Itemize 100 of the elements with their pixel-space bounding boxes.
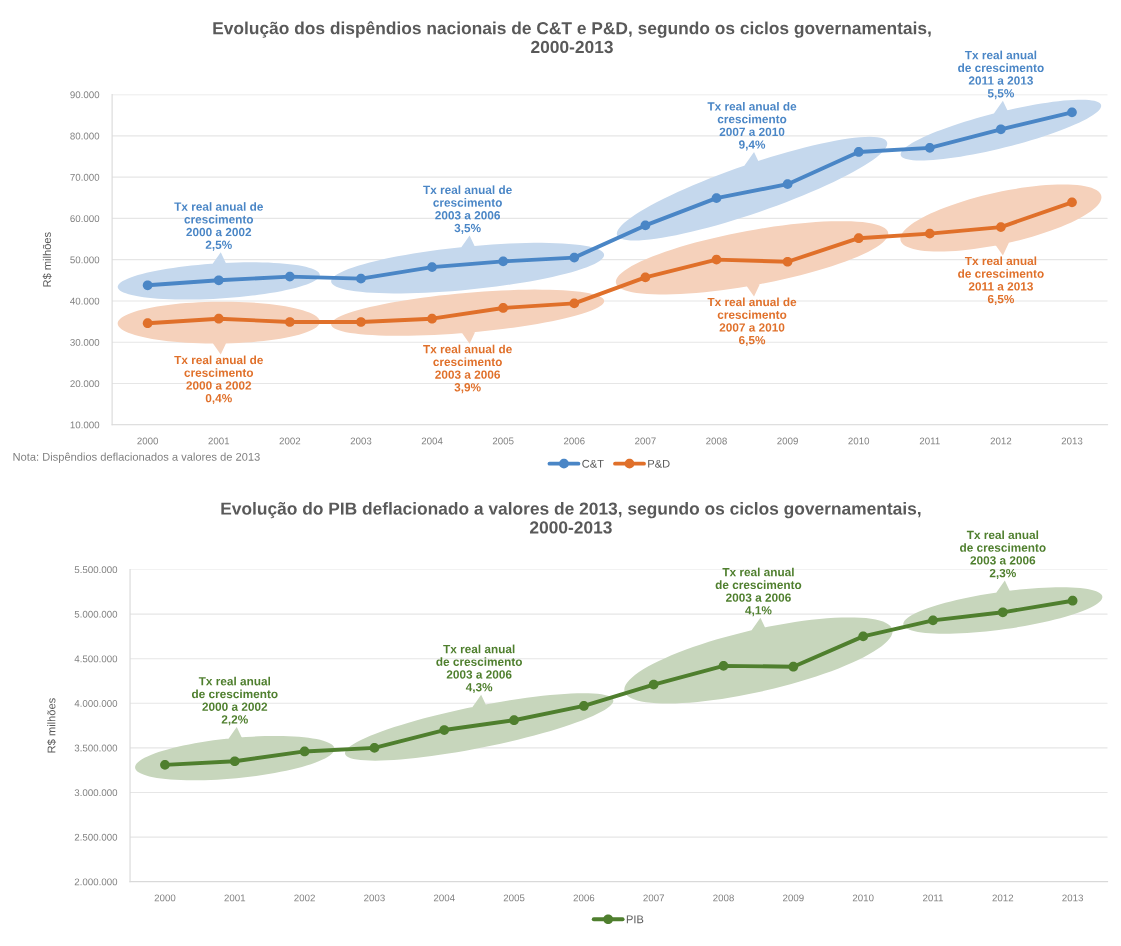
y-tick-label: 5.000.000 — [74, 610, 118, 618]
y-tick-label: 80.000 — [70, 132, 100, 140]
x-tick-label: 2013 — [1061, 437, 1083, 445]
x-tick-label: 2009 — [777, 437, 798, 445]
x-tick-label: 2004 — [421, 437, 443, 445]
y-tick-label: 50.000 — [70, 256, 100, 264]
point — [509, 715, 519, 726]
point — [579, 701, 589, 711]
x-tick-label: 2010 — [848, 437, 870, 445]
text: Nota: Dispêndios deflacionados a valores de 2013 — [13, 452, 260, 463]
x-tick-label: 2001 — [208, 437, 230, 445]
x-tick-label: 2008 — [713, 894, 734, 902]
x-tick-label: 2000 — [137, 437, 159, 445]
annotation: Tx real anual de crescimento 2003 a 2006 4,3% — [436, 644, 522, 694]
annotation: Tx real anual de crescimento 2000 a 2002 2,2% — [191, 676, 278, 726]
point — [569, 252, 580, 263]
x-tick-label: 2007 — [643, 894, 665, 902]
x-tick-label: 2012 — [990, 437, 1012, 445]
point — [1067, 197, 1077, 208]
point — [439, 725, 450, 735]
x-tick-label: 2007 — [635, 437, 656, 445]
point — [782, 179, 793, 190]
annotation: Tx real anual de crescimento 2007 a 2010 9,4% — [707, 101, 797, 151]
y-tick-label: 5.500.000 — [74, 566, 118, 574]
y-tick-label: 30.000 — [70, 338, 100, 346]
point — [640, 272, 651, 283]
x-tick-label: 2002 — [279, 437, 301, 445]
y-tick-label: 3.500.000 — [74, 744, 118, 752]
point — [648, 679, 659, 690]
point — [718, 660, 729, 671]
point — [160, 759, 170, 770]
chart-title: Evolução dos dispêndios nacionais de C&T e P&D, segundo os ciclos governamentais, 2000-2013 — [213, 21, 931, 54]
point — [996, 124, 1006, 135]
legend-label: PIB — [626, 915, 644, 924]
x-tick-label: 2006 — [563, 437, 585, 445]
annotation: Tx real anual de crescimento 2011 a 2013 6,5% — [958, 256, 1044, 305]
point — [498, 303, 509, 313]
point — [1067, 107, 1077, 118]
annotation: Tx real anual de crescimento 2007 a 2010 6,5% — [707, 297, 797, 347]
point — [997, 607, 1008, 618]
point — [782, 256, 793, 267]
y-tick-label: 2.000.000 — [74, 878, 118, 886]
y-tick-label: 4.000.000 — [74, 700, 118, 707]
y-tick-label: 90.000 — [70, 91, 100, 99]
point — [858, 631, 869, 642]
point — [213, 313, 224, 324]
point — [285, 271, 295, 282]
point — [369, 743, 380, 753]
y-tick-label: 40.000 — [70, 297, 100, 305]
y-tick-label: 3.000.000 — [74, 789, 118, 797]
point — [299, 746, 310, 757]
x-tick-label: 2011 — [919, 437, 940, 445]
point — [711, 254, 722, 265]
x-tick-label: 2009 — [783, 894, 804, 902]
x-tick-label: 2010 — [852, 894, 874, 902]
point — [142, 318, 153, 329]
x-tick-label: 2011 — [923, 894, 943, 902]
point — [142, 280, 153, 291]
x-tick-label: 2006 — [573, 894, 595, 902]
legend-label: P&D — [648, 459, 670, 468]
annotation: Tx real anual de crescimento 2000 a 2002 2,5% — [174, 202, 263, 251]
x-tick-label: 2005 — [492, 437, 514, 445]
point — [427, 262, 437, 272]
x-tick-label: 2012 — [992, 894, 1014, 902]
point — [213, 275, 224, 286]
y-tick-label: 10.000 — [70, 421, 100, 429]
x-tick-label: 2013 — [1062, 894, 1084, 902]
chart-title: Evolução do PIB deflacionado a valores de 2013, segundo os ciclos governamentais, 2000-2013 — [221, 502, 921, 534]
point — [711, 193, 722, 204]
point — [356, 273, 366, 284]
point — [924, 142, 935, 153]
annotation: Tx real anual de crescimento 2000 a 2002 0,4% — [174, 355, 263, 405]
annotation: Tx real anual de crescimento 2003 a 2006 4,1% — [715, 567, 802, 617]
y-tick-label: 20.000 — [70, 380, 100, 388]
annotation: Tx real anual de crescimento 2011 a 2013 5,5% — [958, 50, 1044, 100]
legend-label: C&T — [582, 459, 604, 468]
annotation: Tx real anual de crescimento 2003 a 2006 2,3% — [960, 530, 1046, 579]
point — [788, 661, 799, 672]
x-tick-label: 2001 — [224, 894, 246, 902]
point — [285, 317, 295, 327]
y-tick-label: 70.000 — [70, 173, 100, 181]
y-tick-label: 60.000 — [70, 215, 100, 223]
point — [996, 222, 1006, 232]
point — [853, 233, 864, 244]
point — [427, 313, 437, 324]
point — [356, 317, 366, 327]
x-tick-label: 2002 — [294, 894, 315, 902]
point — [924, 228, 935, 239]
y-axis-title: R$ milhões — [42, 232, 52, 287]
point — [1067, 595, 1078, 606]
y-tick-label: 2.500.000 — [74, 833, 118, 841]
x-tick-label: 2000 — [154, 894, 176, 902]
annotation: Tx real anual de crescimento 2003 a 2006 3,9% — [423, 344, 512, 394]
y-axis-title: R$ milhões — [47, 698, 57, 753]
x-tick-label: 2003 — [364, 894, 385, 902]
point — [569, 298, 580, 309]
x-tick-label: 2005 — [503, 894, 525, 902]
point — [928, 615, 938, 626]
annotation: Tx real anual de crescimento 2003 a 2006 3,5% — [423, 185, 512, 234]
y-tick-label: 4.500.000 — [74, 655, 118, 663]
